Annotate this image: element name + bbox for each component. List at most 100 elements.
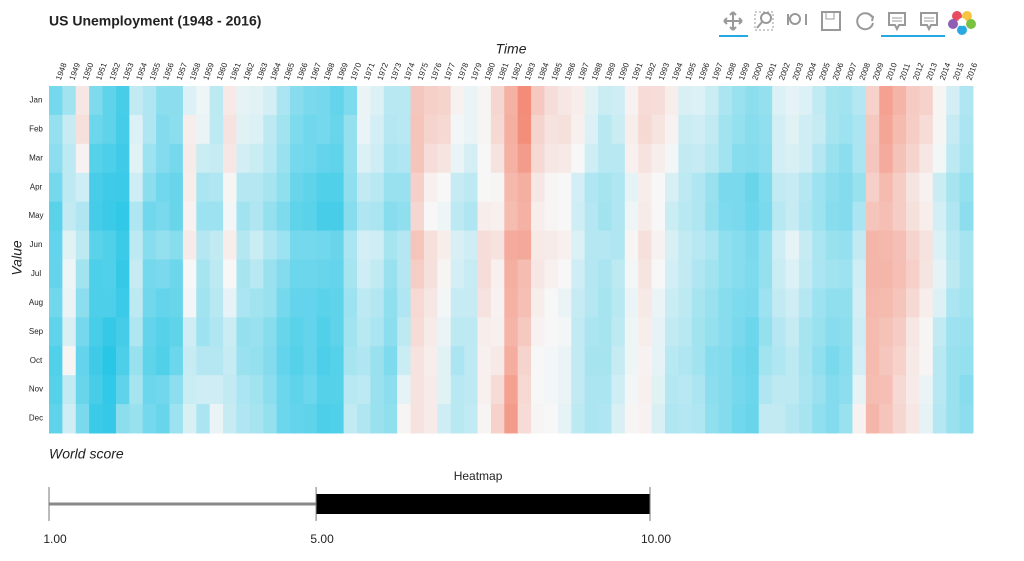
heat-cell xyxy=(718,404,733,434)
heat-cell xyxy=(557,375,572,405)
heat-cell xyxy=(316,86,331,116)
heat-cell xyxy=(75,230,90,260)
heat-cell xyxy=(89,288,104,318)
reset-tool[interactable] xyxy=(856,12,875,31)
heat-cell xyxy=(718,86,733,116)
wheel-zoom-tool[interactable] xyxy=(787,13,807,25)
heat-cell xyxy=(879,317,894,347)
heat-cell xyxy=(785,172,800,203)
heat-cell xyxy=(330,201,345,232)
heat-cell xyxy=(142,201,157,232)
heat-cell xyxy=(865,346,880,376)
heat-cell xyxy=(919,201,934,232)
heat-cell xyxy=(731,114,746,145)
heat-cell xyxy=(598,172,612,203)
heat-cell xyxy=(450,404,465,434)
heat-cell xyxy=(410,288,425,318)
heat-cell xyxy=(75,259,90,289)
heat-cell xyxy=(785,317,800,347)
box-zoom-tool[interactable] xyxy=(754,11,774,31)
heat-cell xyxy=(959,346,974,376)
heat-cell xyxy=(263,317,278,347)
heat-cell xyxy=(209,346,224,376)
heat-cell xyxy=(437,375,452,405)
heat-cell xyxy=(504,114,519,145)
heat-cell xyxy=(584,404,599,434)
heat-cell xyxy=(932,259,947,289)
y-tick-label: Feb xyxy=(29,124,43,133)
heat-cell xyxy=(196,143,211,174)
heat-cell xyxy=(504,317,519,347)
heat-cell xyxy=(665,143,679,174)
heat-cell xyxy=(731,346,746,376)
heat-cell xyxy=(624,172,639,203)
heat-cell xyxy=(584,317,599,347)
heat-cell xyxy=(651,404,666,434)
heat-cell xyxy=(62,86,77,116)
heat-cell xyxy=(437,288,452,318)
heat-cell xyxy=(504,375,519,405)
heat-cell xyxy=(959,114,974,145)
heat-cell xyxy=(557,201,572,232)
heat-cell xyxy=(129,288,144,318)
heat-cell xyxy=(290,259,304,289)
heat-cell xyxy=(718,114,733,145)
heat-cell xyxy=(102,172,117,203)
heat-cell xyxy=(115,201,130,232)
heat-cell xyxy=(276,288,291,318)
heat-cell xyxy=(397,404,412,434)
heat-cell xyxy=(263,201,278,232)
logo[interactable] xyxy=(948,11,976,35)
heat-cell xyxy=(758,172,773,203)
heat-cell xyxy=(370,375,385,405)
heat-cell xyxy=(290,172,304,203)
heat-cell xyxy=(745,86,760,116)
heat-cell xyxy=(276,259,291,289)
heat-cell xyxy=(638,317,653,347)
heat-cell xyxy=(932,201,947,232)
heat-cell xyxy=(772,114,787,145)
heat-cell xyxy=(919,346,934,376)
heat-cell xyxy=(464,230,479,260)
y-axis-label: Value xyxy=(9,240,25,276)
heat-cell xyxy=(598,143,612,174)
heat-cell xyxy=(959,201,974,232)
heat-cell xyxy=(517,172,532,203)
heat-cell xyxy=(678,114,693,145)
heat-cell xyxy=(638,375,653,405)
heat-cell xyxy=(249,114,264,145)
heat-cell xyxy=(839,288,853,318)
heat-cell xyxy=(464,114,479,145)
heat-cell xyxy=(370,201,385,232)
heat-cell xyxy=(383,114,398,145)
heat-cell xyxy=(410,86,425,116)
heat-cell xyxy=(772,346,787,376)
heat-cell xyxy=(531,317,545,347)
heat-cell xyxy=(758,346,773,376)
save-tool[interactable] xyxy=(821,11,841,31)
heat-cell xyxy=(839,114,853,145)
heat-cell xyxy=(370,143,385,174)
pan-tool[interactable] xyxy=(723,11,743,31)
heat-cell xyxy=(75,86,90,116)
heat-cell xyxy=(209,172,224,203)
heat-cell xyxy=(651,114,666,145)
hover-tool[interactable] xyxy=(888,12,906,32)
heat-cell xyxy=(383,375,398,405)
heat-cell xyxy=(75,172,90,203)
heat-cell xyxy=(196,86,211,116)
heat-cell xyxy=(611,230,626,260)
heat-cell xyxy=(932,114,947,145)
heat-cell xyxy=(263,259,278,289)
hover-tool[interactable] xyxy=(920,12,938,32)
heat-cell xyxy=(115,143,130,174)
heat-cell xyxy=(290,230,304,260)
heat-cell xyxy=(115,346,130,376)
heat-cell xyxy=(758,114,773,145)
heat-cell xyxy=(102,317,117,347)
heat-cell xyxy=(450,346,465,376)
heat-cell xyxy=(370,317,385,347)
heat-cell xyxy=(290,375,304,405)
heat-cell xyxy=(892,201,907,232)
heat-cell xyxy=(651,317,666,347)
